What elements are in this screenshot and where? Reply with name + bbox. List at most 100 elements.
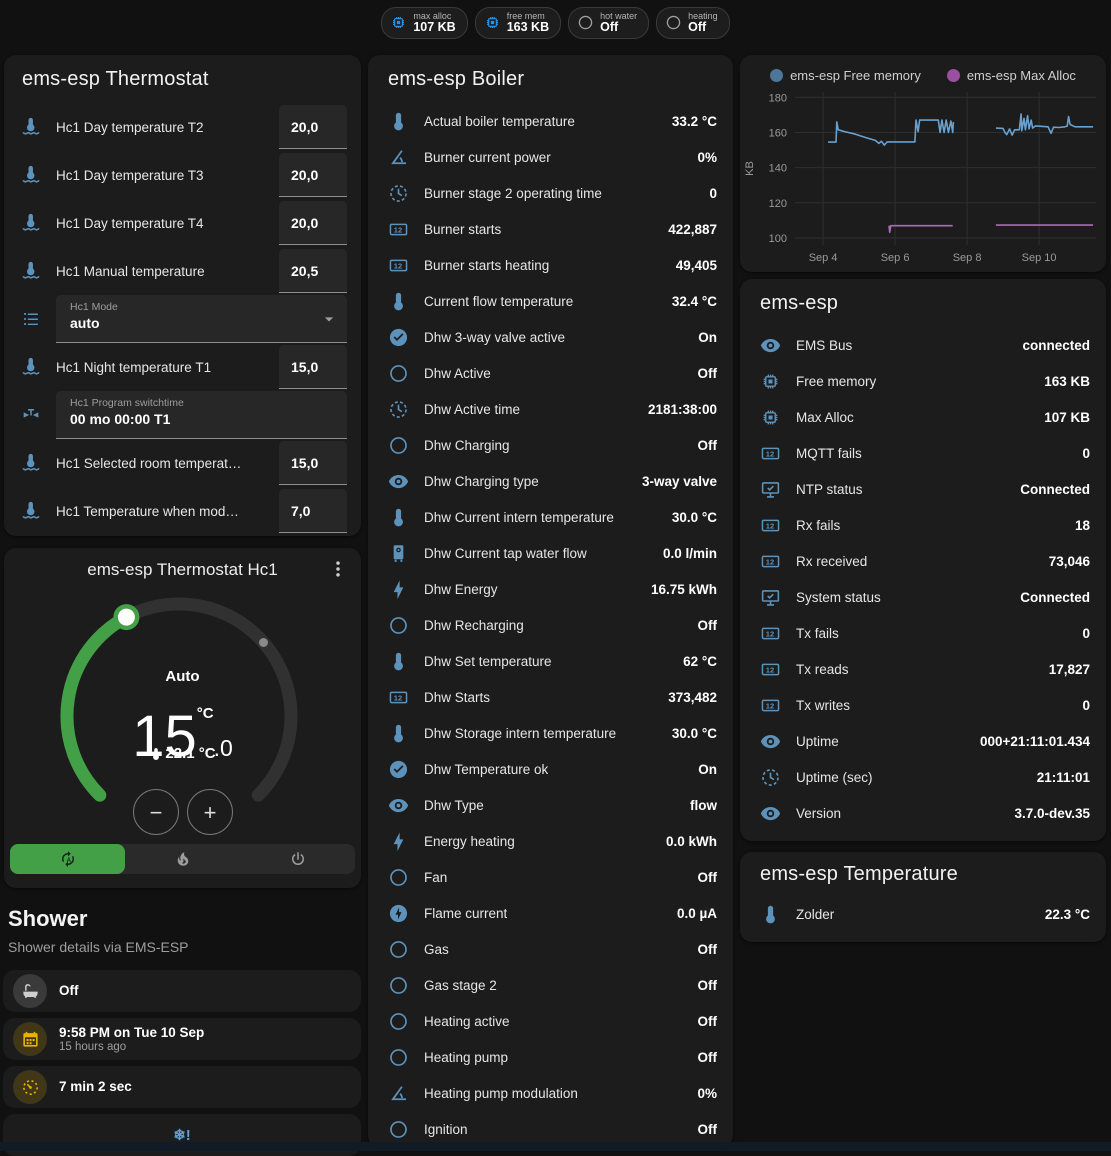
- entity-row-dhw-current-intern-temperature[interactable]: Dhw Current intern temperature 30.0 °C: [368, 499, 733, 535]
- entity-row-ignition[interactable]: Ignition Off: [368, 1111, 733, 1147]
- badge-max-alloc[interactable]: max alloc 107 KB: [381, 6, 468, 39]
- number-input[interactable]: 15,0: [279, 441, 347, 485]
- svg-text:120: 120: [769, 198, 787, 210]
- entity-row-tx-reads[interactable]: 12 Tx reads 17,827: [740, 651, 1106, 687]
- thermostat-row-hc1-mode: Hc1 Mode auto: [4, 295, 361, 343]
- legend-item-0[interactable]: ems-esp Free memory: [770, 68, 921, 83]
- more-options-icon[interactable]: [327, 558, 353, 584]
- entity-row-mqtt-fails[interactable]: 12 MQTT fails 0: [740, 435, 1106, 471]
- entity-row-dhw-type[interactable]: Dhw Type flow: [368, 787, 733, 823]
- entity-row-dhw-charging-type[interactable]: Dhw Charging type 3-way valve: [368, 463, 733, 499]
- entity-row-tx-writes[interactable]: 12 Tx writes 0: [740, 687, 1106, 723]
- number-input[interactable]: 20,0: [279, 105, 347, 149]
- entity-row-ntp-status[interactable]: NTP status Connected: [740, 471, 1106, 507]
- badge-hot-water[interactable]: hot water Off: [568, 6, 650, 39]
- entity-row-burner-starts-heating[interactable]: 12 Burner starts heating 49,405: [368, 247, 733, 283]
- number-input[interactable]: 20,0: [279, 153, 347, 197]
- entity-row-heating-active[interactable]: Heating active Off: [368, 1003, 733, 1039]
- entity-label: Tx fails: [796, 625, 839, 641]
- entity-row-gas-stage-2[interactable]: Gas stage 2 Off: [368, 967, 733, 1003]
- shower-item-1[interactable]: 9:58 PM on Tue 10 Sep 15 hours ago: [3, 1018, 361, 1060]
- angle-icon: [388, 147, 409, 168]
- timer-icon: [13, 1070, 47, 1104]
- entity-row-heating-pump-modulation[interactable]: Heating pump modulation 0%: [368, 1075, 733, 1111]
- number-input[interactable]: 20,5: [279, 249, 347, 293]
- thermostat-dial[interactable]: [4, 584, 361, 836]
- number-input[interactable]: 15,0: [279, 345, 347, 389]
- badge-value: 107 KB: [413, 20, 456, 34]
- counter-icon: 12: [388, 255, 409, 276]
- entity-row-burner-current-power[interactable]: Burner current power 0%: [368, 139, 733, 175]
- badge-free-mem[interactable]: free mem 163 KB: [474, 6, 562, 39]
- entity-row-rx-received[interactable]: 12 Rx received 73,046: [740, 543, 1106, 579]
- entity-label: Rx fails: [796, 517, 841, 533]
- entity-row-dhw-active-time[interactable]: Dhw Active time 2181:38:00: [368, 391, 733, 427]
- entity-value: Off: [697, 1049, 718, 1065]
- thermometer-icon: [760, 904, 781, 925]
- hvac-mode-auto-button[interactable]: A: [10, 844, 125, 874]
- increase-temperature-button[interactable]: +: [187, 789, 233, 835]
- entity-row-dhw-active[interactable]: Dhw Active Off: [368, 355, 733, 391]
- entity-label: Version: [796, 805, 842, 821]
- entity-row-max-alloc[interactable]: Max Alloc 107 KB: [740, 399, 1106, 435]
- thermostat-row-hc1-manual-temperature: Hc1 Manual temperature 20,5: [4, 247, 361, 295]
- counter-icon: 12: [760, 695, 781, 716]
- legend-item-1[interactable]: ems-esp Max Alloc: [946, 68, 1076, 83]
- entity-value: Off: [697, 869, 718, 885]
- entity-row-dhw-current-tap-water-flow[interactable]: Dhw Current tap water flow 0.0 l/min: [368, 535, 733, 571]
- text-input[interactable]: Hc1 Program switchtime 00 mo 00:00 T1: [56, 391, 347, 439]
- entity-value: 0: [709, 185, 717, 201]
- counter-icon: 12: [388, 687, 409, 708]
- shower-item-subtitle: 15 hours ago: [59, 1040, 127, 1053]
- entity-label: Heating pump modulation: [424, 1085, 578, 1101]
- entity-label: Heating active: [424, 1013, 510, 1029]
- entity-row-tx-fails[interactable]: 12 Tx fails 0: [740, 615, 1106, 651]
- entity-row-dhw-set-temperature[interactable]: Dhw Set temperature 62 °C: [368, 643, 733, 679]
- entity-row-dhw-charging[interactable]: Dhw Charging Off: [368, 427, 733, 463]
- decrease-temperature-button[interactable]: −: [133, 789, 179, 835]
- hvac-mode-heat-button[interactable]: [125, 844, 240, 874]
- hvac-mode-off-button[interactable]: [240, 844, 355, 874]
- entity-row-flame-current[interactable]: Flame current 0.0 µA: [368, 895, 733, 931]
- entity-row-dhw-storage-intern-temperature[interactable]: Dhw Storage intern temperature 30.0 °C: [368, 715, 733, 751]
- entity-row-burner-starts[interactable]: 12 Burner starts 422,887: [368, 211, 733, 247]
- mode-select[interactable]: Hc1 Mode auto: [56, 295, 347, 343]
- entity-row-fan[interactable]: Fan Off: [368, 859, 733, 895]
- badge-heating[interactable]: heating Off: [656, 6, 730, 39]
- memory-history-chart[interactable]: 100 120 140 160 180 Sep 4 Sep 6 Sep 8 Sep 10 KB: [740, 55, 1106, 272]
- shower-item-2[interactable]: 7 min 2 sec: [3, 1066, 361, 1108]
- number-label: Hc1 Day temperature T3: [56, 167, 204, 183]
- badge-label: max alloc: [413, 11, 452, 21]
- entity-row-free-memory[interactable]: Free memory 163 KB: [740, 363, 1106, 399]
- entity-row-actual-boiler-temperature[interactable]: Actual boiler temperature 33.2 °C: [368, 103, 733, 139]
- entity-row-zolder[interactable]: Zolder 22.3 °C: [740, 896, 1106, 932]
- check-circle-icon: [388, 327, 409, 348]
- circle-icon: [388, 1047, 409, 1068]
- entity-row-version[interactable]: Version 3.7.0-dev.35: [740, 795, 1106, 831]
- memory-chart-card: ems-esp Free memory ems-esp Max Alloc 100…: [740, 55, 1106, 272]
- thermometer-icon: [153, 747, 160, 760]
- circle-icon: [388, 975, 409, 996]
- entity-row-ems-bus[interactable]: EMS Bus connected: [740, 327, 1106, 363]
- entity-row-rx-fails[interactable]: 12 Rx fails 18: [740, 507, 1106, 543]
- entity-row-dhw-3-way-valve-active[interactable]: Dhw 3-way valve active On: [368, 319, 733, 355]
- entity-row-dhw-temperature-ok[interactable]: Dhw Temperature ok On: [368, 751, 733, 787]
- entity-row-dhw-energy[interactable]: Dhw Energy 16.75 kWh: [368, 571, 733, 607]
- entity-row-gas[interactable]: Gas Off: [368, 931, 733, 967]
- entity-row-uptime-sec-[interactable]: Uptime (sec) 21:11:01: [740, 759, 1106, 795]
- thermometer-water-icon: [20, 212, 42, 234]
- entity-row-energy-heating[interactable]: Energy heating 0.0 kWh: [368, 823, 733, 859]
- entity-row-heating-pump[interactable]: Heating pump Off: [368, 1039, 733, 1075]
- entity-row-dhw-recharging[interactable]: Dhw Recharging Off: [368, 607, 733, 643]
- entity-row-dhw-starts[interactable]: 12 Dhw Starts 373,482: [368, 679, 733, 715]
- thermostat-row-hc1-night-temperature-t1: Hc1 Night temperature T1 15,0: [4, 343, 361, 391]
- entity-row-burner-stage-2-operating-time[interactable]: Burner stage 2 operating time 0: [368, 175, 733, 211]
- snowflake-alert-icon: ❄!: [173, 1127, 191, 1144]
- number-input[interactable]: 20,0: [279, 201, 347, 245]
- entity-row-uptime[interactable]: Uptime 000+21:11:01.434: [740, 723, 1106, 759]
- svg-text:12: 12: [766, 449, 774, 458]
- entity-row-current-flow-temperature[interactable]: Current flow temperature 32.4 °C: [368, 283, 733, 319]
- entity-row-system-status[interactable]: System status Connected: [740, 579, 1106, 615]
- shower-item-0[interactable]: Off: [3, 970, 361, 1012]
- number-input[interactable]: 7,0: [279, 489, 347, 533]
